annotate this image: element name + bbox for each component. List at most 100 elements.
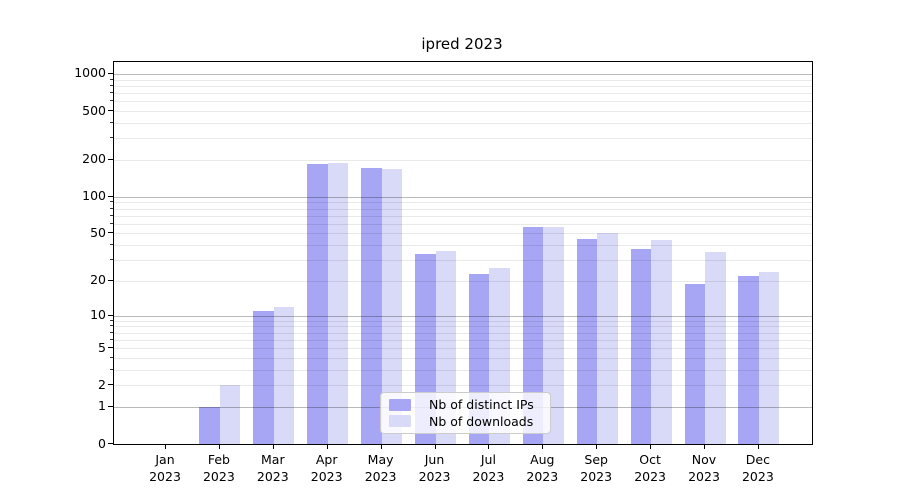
x-tick-apr [326,445,328,449]
x-tick-year: 2023 [741,468,774,484]
x-tick-may [380,445,382,449]
y-tick-label: 1 [98,398,106,414]
y-minortick-7 [110,331,113,333]
bar-may-downloads [381,168,403,444]
y-tick-500 [108,110,113,111]
legend-swatch-downloads [389,415,411,428]
x-tick-label-jan: Jan 2023 [133,452,197,485]
gridline-7 [114,332,812,334]
legend: Nb of distinct IPs Nb of downloads [380,392,551,434]
x-tick-label-jun: Jun 2023 [403,452,467,485]
legend-swatch-ips [389,398,411,411]
x-tick-year: 2023 [149,468,181,484]
y-tick-1 [108,405,113,407]
y-minortick-40 [110,244,113,246]
bar-sep-downloads [597,233,618,444]
x-tick-month: Dec [745,452,770,467]
bar-mar-downloads [273,306,295,444]
y-tick-200 [108,158,113,160]
y-minortick-800 [110,84,113,86]
y-minortick-30 [110,259,113,261]
bar-nov-downloads [705,252,726,444]
y-minortick-3 [110,368,113,370]
x-tick-month: Nov [691,452,717,467]
y-tick-1000 [108,72,113,74]
x-tick-label-sep: Sep 2023 [564,452,628,485]
bar-mar-ips [253,310,274,444]
x-tick-sep [596,445,598,449]
y-tick-label: 500 [82,102,106,118]
x-tick-label-dec: Dec 2023 [726,452,790,485]
y-tick-label: 2 [98,376,106,392]
y-tick-50 [108,232,113,234]
y-minortick-60 [110,222,113,224]
y-minortick-9 [110,319,113,321]
x-tick-year: 2023 [418,468,451,484]
y-tick-label: 10 [90,307,106,323]
x-tick-month: Jul [480,452,496,467]
x-tick-label-feb: Feb 2023 [187,452,251,485]
y-tick-0 [108,443,113,444]
bar-dec-downloads [758,271,780,444]
x-tick-year: 2023 [688,468,720,484]
x-tick-jul [488,445,490,449]
x-tick-year: 2023 [580,468,613,484]
x-tick-month: May [367,452,394,467]
bar-nov-ips [684,283,705,444]
y-tick-label: 5 [98,339,106,355]
gridline-60 [114,223,812,225]
y-tick-label: 50 [90,224,106,240]
x-tick-month: Jan [155,452,175,467]
y-minortick-6 [110,338,113,340]
x-tick-mar [272,445,274,449]
gridline-90 [114,202,812,204]
x-tick-label-nov: Nov 2023 [672,452,736,485]
gridline-600 [114,101,812,103]
y-minortick-300 [110,137,113,139]
bar-oct-ips [630,249,652,444]
x-tick-month: Aug [530,452,555,467]
bar-dec-ips [738,276,759,444]
bar-feb-ips [199,406,220,444]
x-tick-year: 2023 [364,468,397,484]
bar-feb-downloads [219,385,241,444]
gridline-10 [114,315,812,317]
x-tick-year: 2023 [202,468,235,484]
gridline-40 [114,245,812,247]
gridline-2 [114,385,812,387]
gridline-1000 [114,73,812,75]
gridline-100 [114,196,812,198]
y-minortick-70 [110,214,113,216]
y-minortick-400 [110,121,113,123]
y-tick-20 [108,279,113,281]
bar-aug-ips [522,227,544,444]
y-minortick-8 [110,325,113,327]
legend-label-ips: Nb of distinct IPs [429,397,534,413]
legend-row-downloads: Nb of downloads [389,414,542,429]
y-tick-5 [108,347,113,348]
x-tick-dec [757,445,759,449]
x-tick-year: 2023 [526,468,559,484]
x-tick-year: 2023 [634,468,666,484]
y-tick-2 [108,384,113,386]
y-tick-label: 200 [82,151,106,167]
gridline-30 [114,260,812,262]
x-tick-label-jul: Jul 2023 [456,452,520,485]
gridline-700 [114,93,812,94]
y-minortick-90 [110,201,113,203]
y-minortick-700 [110,92,113,93]
x-tick-month: Feb [207,452,230,467]
x-tick-month: Apr [315,452,338,467]
x-tick-nov [704,445,705,449]
legend-label-downloads: Nb of downloads [429,413,534,429]
bar-aug-downloads [543,226,564,444]
gridline-70 [114,215,812,217]
gridline-50 [114,233,812,235]
gridline-800 [114,85,812,87]
gridline-200 [114,159,812,161]
gridline-6 [114,339,812,341]
x-tick-label-oct: Oct 2023 [618,452,682,485]
x-tick-jun [434,445,436,449]
chart-title: ipred 2023 [421,35,503,53]
